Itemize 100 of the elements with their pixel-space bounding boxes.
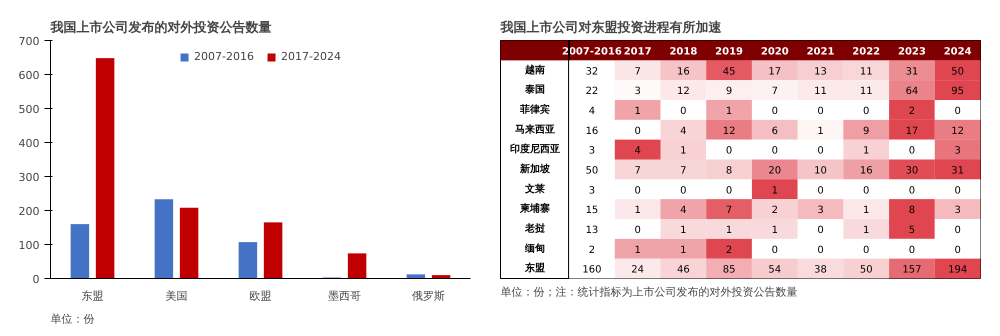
data-label: 1 bbox=[863, 205, 870, 216]
data-label: 6 bbox=[772, 126, 778, 137]
data-label: 17 bbox=[768, 66, 782, 78]
y-tick-label: 柬埔寨 bbox=[518, 202, 550, 215]
bar bbox=[70, 224, 90, 278]
data-label: 160 bbox=[582, 264, 602, 276]
data-label: 3 bbox=[588, 185, 596, 196]
chart-title: 我国上市公司对东盟投资进程有所加速 bbox=[500, 20, 722, 36]
bar bbox=[264, 222, 282, 278]
data-label: 0 bbox=[817, 185, 824, 196]
data-label: 38 bbox=[814, 264, 827, 276]
data-label: 0 bbox=[726, 146, 732, 157]
data-label: 13 bbox=[586, 224, 598, 236]
y-tick-label: 0 bbox=[32, 273, 40, 286]
data-label: 7 bbox=[634, 66, 641, 78]
data-label: 2 bbox=[588, 244, 596, 256]
data-label: 1 bbox=[726, 224, 732, 236]
bar bbox=[180, 208, 198, 278]
data-label: 0 bbox=[634, 224, 641, 236]
data-label: 0 bbox=[634, 185, 641, 196]
data-label: 0 bbox=[680, 185, 687, 196]
data-label: 50 bbox=[951, 66, 964, 78]
data-label: 3 bbox=[954, 146, 961, 157]
data-label: 0 bbox=[772, 106, 778, 117]
data-label: 31 bbox=[951, 165, 964, 176]
bar bbox=[154, 199, 174, 278]
data-label: 1 bbox=[863, 146, 870, 157]
data-label: 0 bbox=[726, 185, 732, 196]
data-label: 32 bbox=[586, 66, 598, 78]
y-tick-label: 100 bbox=[18, 239, 40, 252]
data-label: 0 bbox=[634, 126, 641, 137]
data-label: 45 bbox=[722, 66, 736, 78]
data-label: 22 bbox=[586, 86, 598, 98]
data-label: 2 bbox=[908, 106, 916, 117]
data-label: 13 bbox=[814, 66, 827, 78]
data-label: 2 bbox=[772, 205, 778, 216]
data-label: 7 bbox=[680, 165, 687, 176]
data-label: 16 bbox=[860, 165, 873, 176]
data-label: 0 bbox=[817, 146, 824, 157]
data-label: 15 bbox=[586, 205, 598, 216]
x-tick-label: 墨西哥 bbox=[328, 290, 361, 302]
data-label: 46 bbox=[676, 264, 690, 276]
data-label: 0 bbox=[817, 224, 824, 236]
y-tick-label: 菲律宾 bbox=[518, 103, 550, 116]
y-tick-label: 400 bbox=[18, 137, 40, 150]
x-tick-label: 2018 bbox=[669, 46, 698, 58]
data-label: 1 bbox=[863, 224, 870, 236]
data-label: 0 bbox=[954, 224, 961, 236]
chart-title: 我国上市公司发布的对外投资公告数量 bbox=[50, 20, 272, 36]
data-label: 7 bbox=[726, 205, 732, 216]
data-label: 0 bbox=[908, 185, 916, 196]
data-label: 54 bbox=[768, 264, 782, 276]
data-label: 7 bbox=[772, 86, 778, 98]
legend-label: 2017-2024 bbox=[281, 50, 341, 63]
data-label: 1 bbox=[680, 224, 687, 236]
data-label: 50 bbox=[586, 165, 598, 176]
data-label: 0 bbox=[772, 244, 778, 256]
data-label: 0 bbox=[954, 185, 961, 196]
data-label: 85 bbox=[722, 264, 736, 276]
data-label: 12 bbox=[722, 126, 736, 137]
x-tick-label: 欧盟 bbox=[250, 290, 272, 302]
data-label: 11 bbox=[860, 86, 873, 98]
x-tick-label: 2017 bbox=[624, 46, 652, 58]
y-tick-label: 老挝 bbox=[524, 222, 546, 234]
data-label: 1 bbox=[634, 106, 641, 117]
y-tick-label: 200 bbox=[18, 205, 40, 218]
y-tick-label: 越南 bbox=[524, 64, 545, 76]
x-tick-label: 2019 bbox=[715, 46, 744, 58]
data-label: 10 bbox=[814, 165, 827, 176]
data-label: 3 bbox=[588, 146, 596, 157]
data-label: 0 bbox=[863, 185, 870, 196]
data-label: 31 bbox=[906, 66, 918, 78]
data-label: 0 bbox=[680, 106, 687, 117]
data-label: 1 bbox=[817, 126, 824, 137]
data-label: 5 bbox=[908, 224, 916, 236]
data-label: 11 bbox=[860, 66, 873, 78]
x-tick-label: 2023 bbox=[898, 46, 926, 58]
bar bbox=[96, 58, 114, 278]
data-label: 0 bbox=[863, 106, 870, 117]
data-label: 1 bbox=[772, 185, 778, 196]
data-label: 1 bbox=[680, 146, 687, 157]
data-label: 4 bbox=[588, 106, 596, 117]
data-label: 16 bbox=[676, 66, 690, 78]
annotation: 单位：份；注：统计指标为上市公司发布的对外投资公告数量 bbox=[500, 286, 798, 298]
data-label: 0 bbox=[954, 106, 961, 117]
data-label: 0 bbox=[817, 106, 824, 117]
data-label: 12 bbox=[676, 86, 690, 98]
data-label: 17 bbox=[906, 126, 918, 137]
y-tick-label: 文莱 bbox=[524, 182, 545, 195]
y-tick-label: 700 bbox=[18, 35, 40, 48]
data-label: 24 bbox=[631, 264, 644, 276]
x-tick-label: 俄罗斯 bbox=[412, 290, 445, 302]
data-label: 2 bbox=[726, 244, 732, 256]
bar bbox=[348, 253, 366, 278]
data-label: 1 bbox=[680, 244, 687, 256]
y-tick-label: 泰国 bbox=[524, 84, 545, 96]
y-tick-label: 500 bbox=[18, 103, 40, 116]
data-label: 4 bbox=[680, 126, 687, 137]
data-label: 0 bbox=[908, 244, 916, 256]
x-tick-label: 2007-2016 bbox=[562, 46, 622, 58]
